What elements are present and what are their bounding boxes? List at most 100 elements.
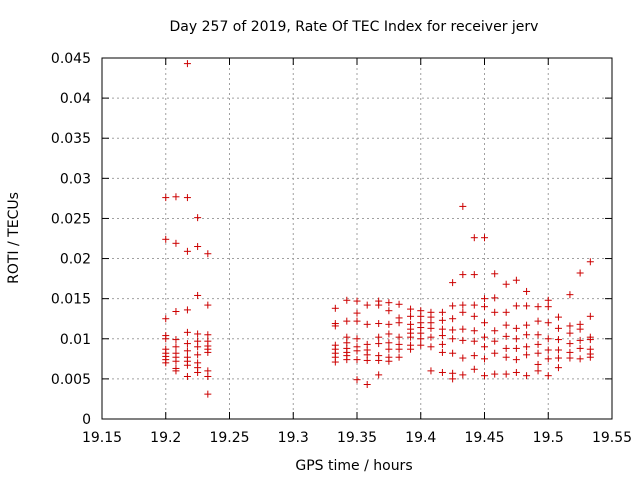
data-point: [523, 331, 531, 339]
data-point: [576, 336, 584, 344]
data-point: [459, 371, 467, 379]
data-point: [534, 340, 542, 348]
x-axis-label: GPS time / hours: [295, 458, 412, 474]
axis-ticks: [101, 57, 613, 420]
data-point: [183, 361, 191, 369]
data-point: [162, 315, 170, 323]
data-point: [502, 344, 510, 352]
y-tick-label: 0.01: [60, 332, 91, 348]
data-point: [491, 270, 499, 278]
data-point: [438, 348, 446, 356]
data-point: [183, 372, 191, 380]
data-point: [512, 302, 520, 310]
data-point: [343, 296, 351, 304]
data-point: [375, 371, 383, 379]
data-point: [470, 271, 478, 279]
data-point: [481, 333, 488, 341]
data-point: [417, 335, 425, 343]
data-point: [353, 317, 361, 325]
x-tick-label: 19.5: [533, 430, 564, 446]
data-point: [544, 346, 552, 354]
data-point: [534, 349, 542, 357]
data-point: [586, 353, 594, 361]
data-point: [438, 332, 446, 340]
data-point: [172, 343, 180, 351]
data-point: [523, 287, 531, 295]
data-point: [194, 351, 202, 359]
data-point: [544, 296, 552, 304]
data-point: [183, 340, 191, 348]
data-point: [491, 370, 499, 378]
y-tick-label: 0.005: [51, 372, 91, 388]
data-point: [363, 301, 371, 309]
data-point: [459, 354, 467, 362]
y-tick-label: 0.025: [51, 211, 91, 227]
data-point: [523, 302, 531, 310]
data-point: [395, 300, 403, 308]
data-point: [194, 368, 202, 376]
data-point: [502, 332, 510, 340]
data-point: [194, 343, 202, 351]
data-point: [172, 239, 180, 247]
data-point: [576, 325, 584, 333]
data-point: [438, 340, 446, 348]
data-point: [375, 356, 383, 364]
data-point: [162, 335, 170, 343]
data-point: [576, 269, 584, 277]
data-point: [343, 317, 351, 325]
data-point: [407, 312, 415, 320]
data-point: [502, 353, 510, 361]
data-point: [375, 333, 383, 341]
data-point: [204, 390, 212, 398]
data-point: [470, 327, 478, 335]
data-point: [395, 353, 403, 361]
data-point: [502, 321, 510, 329]
data-point: [502, 308, 510, 316]
data-point: [385, 299, 393, 307]
x-tick-label: 19.2: [150, 430, 181, 446]
data-point: [481, 372, 488, 380]
data-point: [491, 308, 499, 316]
data-point: [481, 295, 488, 303]
data-point: [523, 343, 531, 351]
data-point: [566, 340, 574, 348]
data-point: [172, 336, 180, 344]
data-point: [375, 340, 383, 348]
y-tick-label: 0.03: [60, 171, 91, 187]
data-point: [183, 247, 191, 255]
data-point: [470, 301, 478, 309]
x-tick-label: 19.35: [337, 430, 377, 446]
data-point: [172, 193, 180, 201]
y-tick-label: 0.035: [51, 131, 91, 147]
data-point: [407, 333, 415, 341]
data-point: [343, 356, 351, 364]
data-point: [544, 319, 552, 327]
data-point: [385, 357, 393, 365]
data-point: [353, 297, 361, 305]
data-point: [523, 321, 531, 329]
data-point: [470, 337, 478, 345]
data-point: [534, 331, 542, 339]
chart-title: Day 257 of 2019, Rate Of TEC Index for r…: [170, 19, 539, 35]
data-point: [576, 344, 584, 352]
data-point: [363, 381, 371, 389]
x-tick-label: 19.55: [592, 430, 632, 446]
data-point: [481, 319, 488, 327]
data-point: [534, 317, 542, 325]
data-point: [183, 60, 191, 68]
data-point: [523, 351, 531, 359]
data-point: [331, 304, 339, 312]
data-point: [470, 365, 478, 373]
data-point: [375, 320, 383, 328]
data-point: [586, 336, 594, 344]
data-point: [162, 194, 170, 202]
data-point: [491, 349, 499, 357]
data-point: [194, 291, 202, 299]
data-point: [395, 319, 403, 327]
data-point: [395, 333, 403, 341]
data-point: [417, 312, 425, 320]
data-point: [427, 367, 435, 375]
data-point: [470, 234, 478, 242]
